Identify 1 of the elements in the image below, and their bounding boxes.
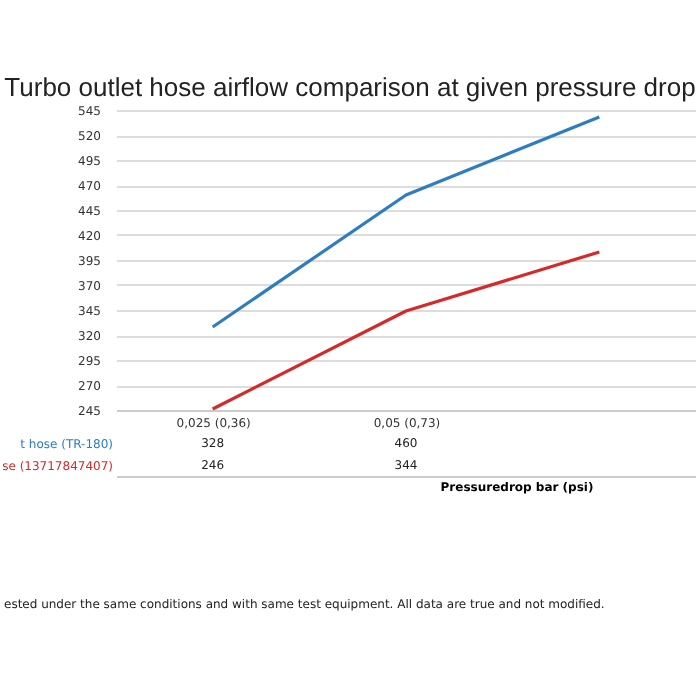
chart-title: Turbo outlet hose airflow comparison at given pressure drop xyxy=(2,72,698,102)
